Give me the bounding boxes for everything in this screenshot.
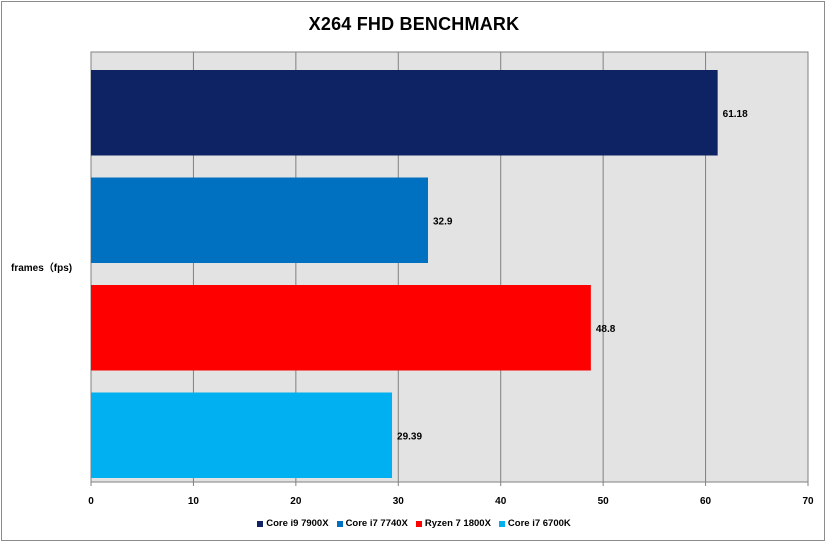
legend-label: Ryzen 7 1800X: [424, 518, 491, 529]
bar: [91, 70, 718, 156]
legend-item: Core i7 7740X: [336, 518, 408, 529]
legend-item: Core i7 6700K: [498, 518, 571, 529]
x-tick-label: 60: [700, 496, 712, 507]
data-label: 29.39: [397, 431, 422, 442]
legend-swatch: [415, 520, 422, 527]
category-label: frames（fps): [11, 261, 72, 274]
legend-label: Core i9 7900X: [266, 518, 329, 529]
data-label: 61.18: [723, 109, 748, 120]
bar: [91, 392, 393, 478]
x-tick-label: 10: [188, 496, 200, 507]
legend-item: Ryzen 7 1800X: [415, 518, 491, 529]
x-tick-label: 50: [598, 496, 610, 507]
x-tick-label: 40: [495, 496, 507, 507]
legend-label: Core i7 6700K: [507, 518, 571, 529]
x-tick-label: 0: [88, 496, 94, 507]
legend-swatch: [498, 520, 505, 527]
bar: [91, 177, 428, 263]
x-tick-label: 30: [393, 496, 405, 507]
legend-swatch: [336, 520, 343, 527]
legend-item: Core i9 7900X: [257, 518, 329, 529]
legend-label: Core i7 7740X: [345, 518, 408, 529]
x-tick-label: 20: [290, 496, 302, 507]
x-tick-label: 70: [802, 496, 814, 507]
data-label: 48.8: [596, 324, 616, 335]
chart-title: X264 FHD BENCHMARK: [308, 14, 520, 34]
legend-swatch: [257, 520, 264, 527]
data-label: 32.9: [433, 216, 453, 227]
legend: Core i9 7900X Core i7 7740X Ryzen 7 1800X C…: [0, 518, 828, 529]
bar: [91, 285, 591, 371]
